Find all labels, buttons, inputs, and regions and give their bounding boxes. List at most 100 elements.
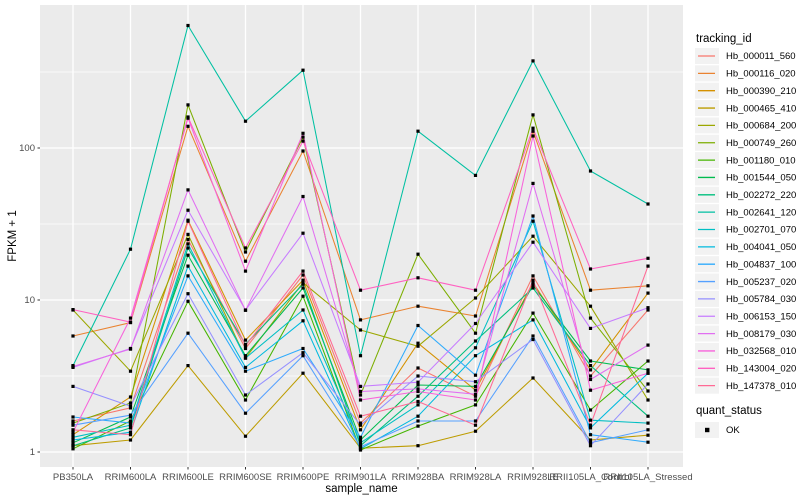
data-point bbox=[646, 256, 650, 260]
y-tick-label: 100 bbox=[19, 143, 35, 154]
legend-label: Hb_000390_210 bbox=[726, 86, 796, 97]
data-point bbox=[588, 438, 593, 442]
data-point bbox=[646, 382, 650, 386]
data-point bbox=[416, 252, 420, 256]
data-point bbox=[531, 274, 535, 278]
data-point bbox=[531, 113, 535, 117]
data-point bbox=[301, 319, 305, 323]
data-point bbox=[473, 380, 478, 384]
data-point bbox=[128, 413, 133, 417]
data-point bbox=[531, 334, 535, 338]
data-point bbox=[301, 351, 305, 355]
quant-legend-label: OK bbox=[726, 425, 740, 436]
x-tick-label: RRIM600LA bbox=[105, 472, 157, 483]
data-point bbox=[71, 308, 75, 312]
data-point bbox=[71, 419, 75, 423]
data-point bbox=[128, 247, 133, 251]
data-point bbox=[646, 440, 650, 444]
data-point bbox=[473, 354, 478, 358]
legend-label: Hb_000749_260 bbox=[726, 138, 796, 149]
data-point bbox=[186, 219, 190, 223]
data-point bbox=[71, 447, 75, 451]
x-tick-label: RRIM600PE bbox=[277, 472, 330, 483]
data-point bbox=[358, 354, 363, 358]
legend-label: Hb_032568_010 bbox=[726, 346, 796, 357]
data-point bbox=[588, 441, 593, 445]
x-tick-label: RRII105LA_Control bbox=[549, 472, 631, 483]
data-point bbox=[243, 308, 248, 312]
data-point bbox=[358, 447, 363, 451]
data-point bbox=[243, 246, 248, 250]
data-point bbox=[186, 115, 190, 119]
data-point bbox=[588, 388, 593, 392]
data-point bbox=[243, 269, 248, 273]
data-point bbox=[416, 403, 420, 407]
data-point bbox=[301, 149, 305, 153]
data-point bbox=[473, 373, 478, 377]
data-point bbox=[301, 371, 305, 375]
legend-title: tracking_id bbox=[696, 33, 752, 45]
data-point bbox=[243, 398, 248, 402]
legend-label: Hb_000011_560 bbox=[726, 51, 796, 62]
legend-label: Hb_004041_050 bbox=[726, 242, 796, 253]
data-point bbox=[416, 399, 420, 404]
data-point bbox=[588, 359, 593, 363]
data-point bbox=[128, 401, 133, 405]
data-point bbox=[531, 337, 535, 342]
data-point bbox=[243, 365, 248, 369]
data-point bbox=[186, 237, 190, 242]
legend-label: Hb_000116_020 bbox=[726, 69, 796, 80]
data-point bbox=[473, 288, 478, 292]
y-tick-label: 10 bbox=[24, 295, 35, 306]
data-point bbox=[186, 264, 190, 268]
data-point bbox=[301, 273, 305, 277]
data-point bbox=[416, 341, 420, 345]
data-point bbox=[186, 299, 190, 303]
legend-label: Hb_000465_410 bbox=[726, 103, 796, 114]
legend-label: Hb_008179_030 bbox=[726, 329, 796, 340]
legend-label: Hb_001180_010 bbox=[726, 155, 796, 166]
data-point bbox=[588, 426, 593, 430]
data-point bbox=[646, 428, 650, 432]
data-point bbox=[243, 369, 248, 373]
data-point bbox=[588, 288, 593, 292]
data-point bbox=[531, 281, 535, 285]
data-point bbox=[531, 181, 535, 185]
legend-label: Hb_143004_020 bbox=[726, 364, 796, 375]
data-point bbox=[71, 334, 75, 338]
data-point bbox=[416, 389, 420, 394]
data-point bbox=[531, 311, 535, 315]
data-point bbox=[71, 428, 75, 432]
data-point bbox=[416, 419, 420, 423]
legend-label: Hb_005784_030 bbox=[726, 294, 796, 305]
data-point bbox=[243, 393, 248, 397]
data-point bbox=[646, 284, 650, 288]
data-point bbox=[531, 129, 535, 133]
data-point bbox=[243, 354, 248, 358]
data-point bbox=[473, 346, 478, 350]
data-point bbox=[416, 129, 420, 133]
data-point bbox=[473, 384, 478, 388]
data-point bbox=[301, 294, 305, 298]
data-point bbox=[128, 433, 133, 437]
data-point bbox=[416, 383, 420, 387]
x-tick-label: RRII105LA_Stressed bbox=[603, 472, 692, 483]
x-axis-title: sample_name bbox=[325, 483, 397, 495]
data-point bbox=[473, 392, 478, 396]
data-point bbox=[531, 376, 535, 380]
data-point bbox=[416, 414, 420, 418]
data-point bbox=[128, 406, 133, 410]
data-point bbox=[416, 304, 420, 308]
data-point bbox=[646, 368, 650, 372]
data-point bbox=[473, 403, 478, 407]
x-tick-label: PB350LA bbox=[53, 472, 94, 483]
data-point bbox=[186, 124, 190, 128]
x-tick-label: RRIM928LA bbox=[450, 472, 502, 483]
data-point bbox=[588, 433, 593, 437]
data-point bbox=[301, 231, 305, 235]
data-point bbox=[416, 424, 420, 428]
data-point bbox=[531, 234, 535, 238]
data-point bbox=[71, 433, 75, 437]
